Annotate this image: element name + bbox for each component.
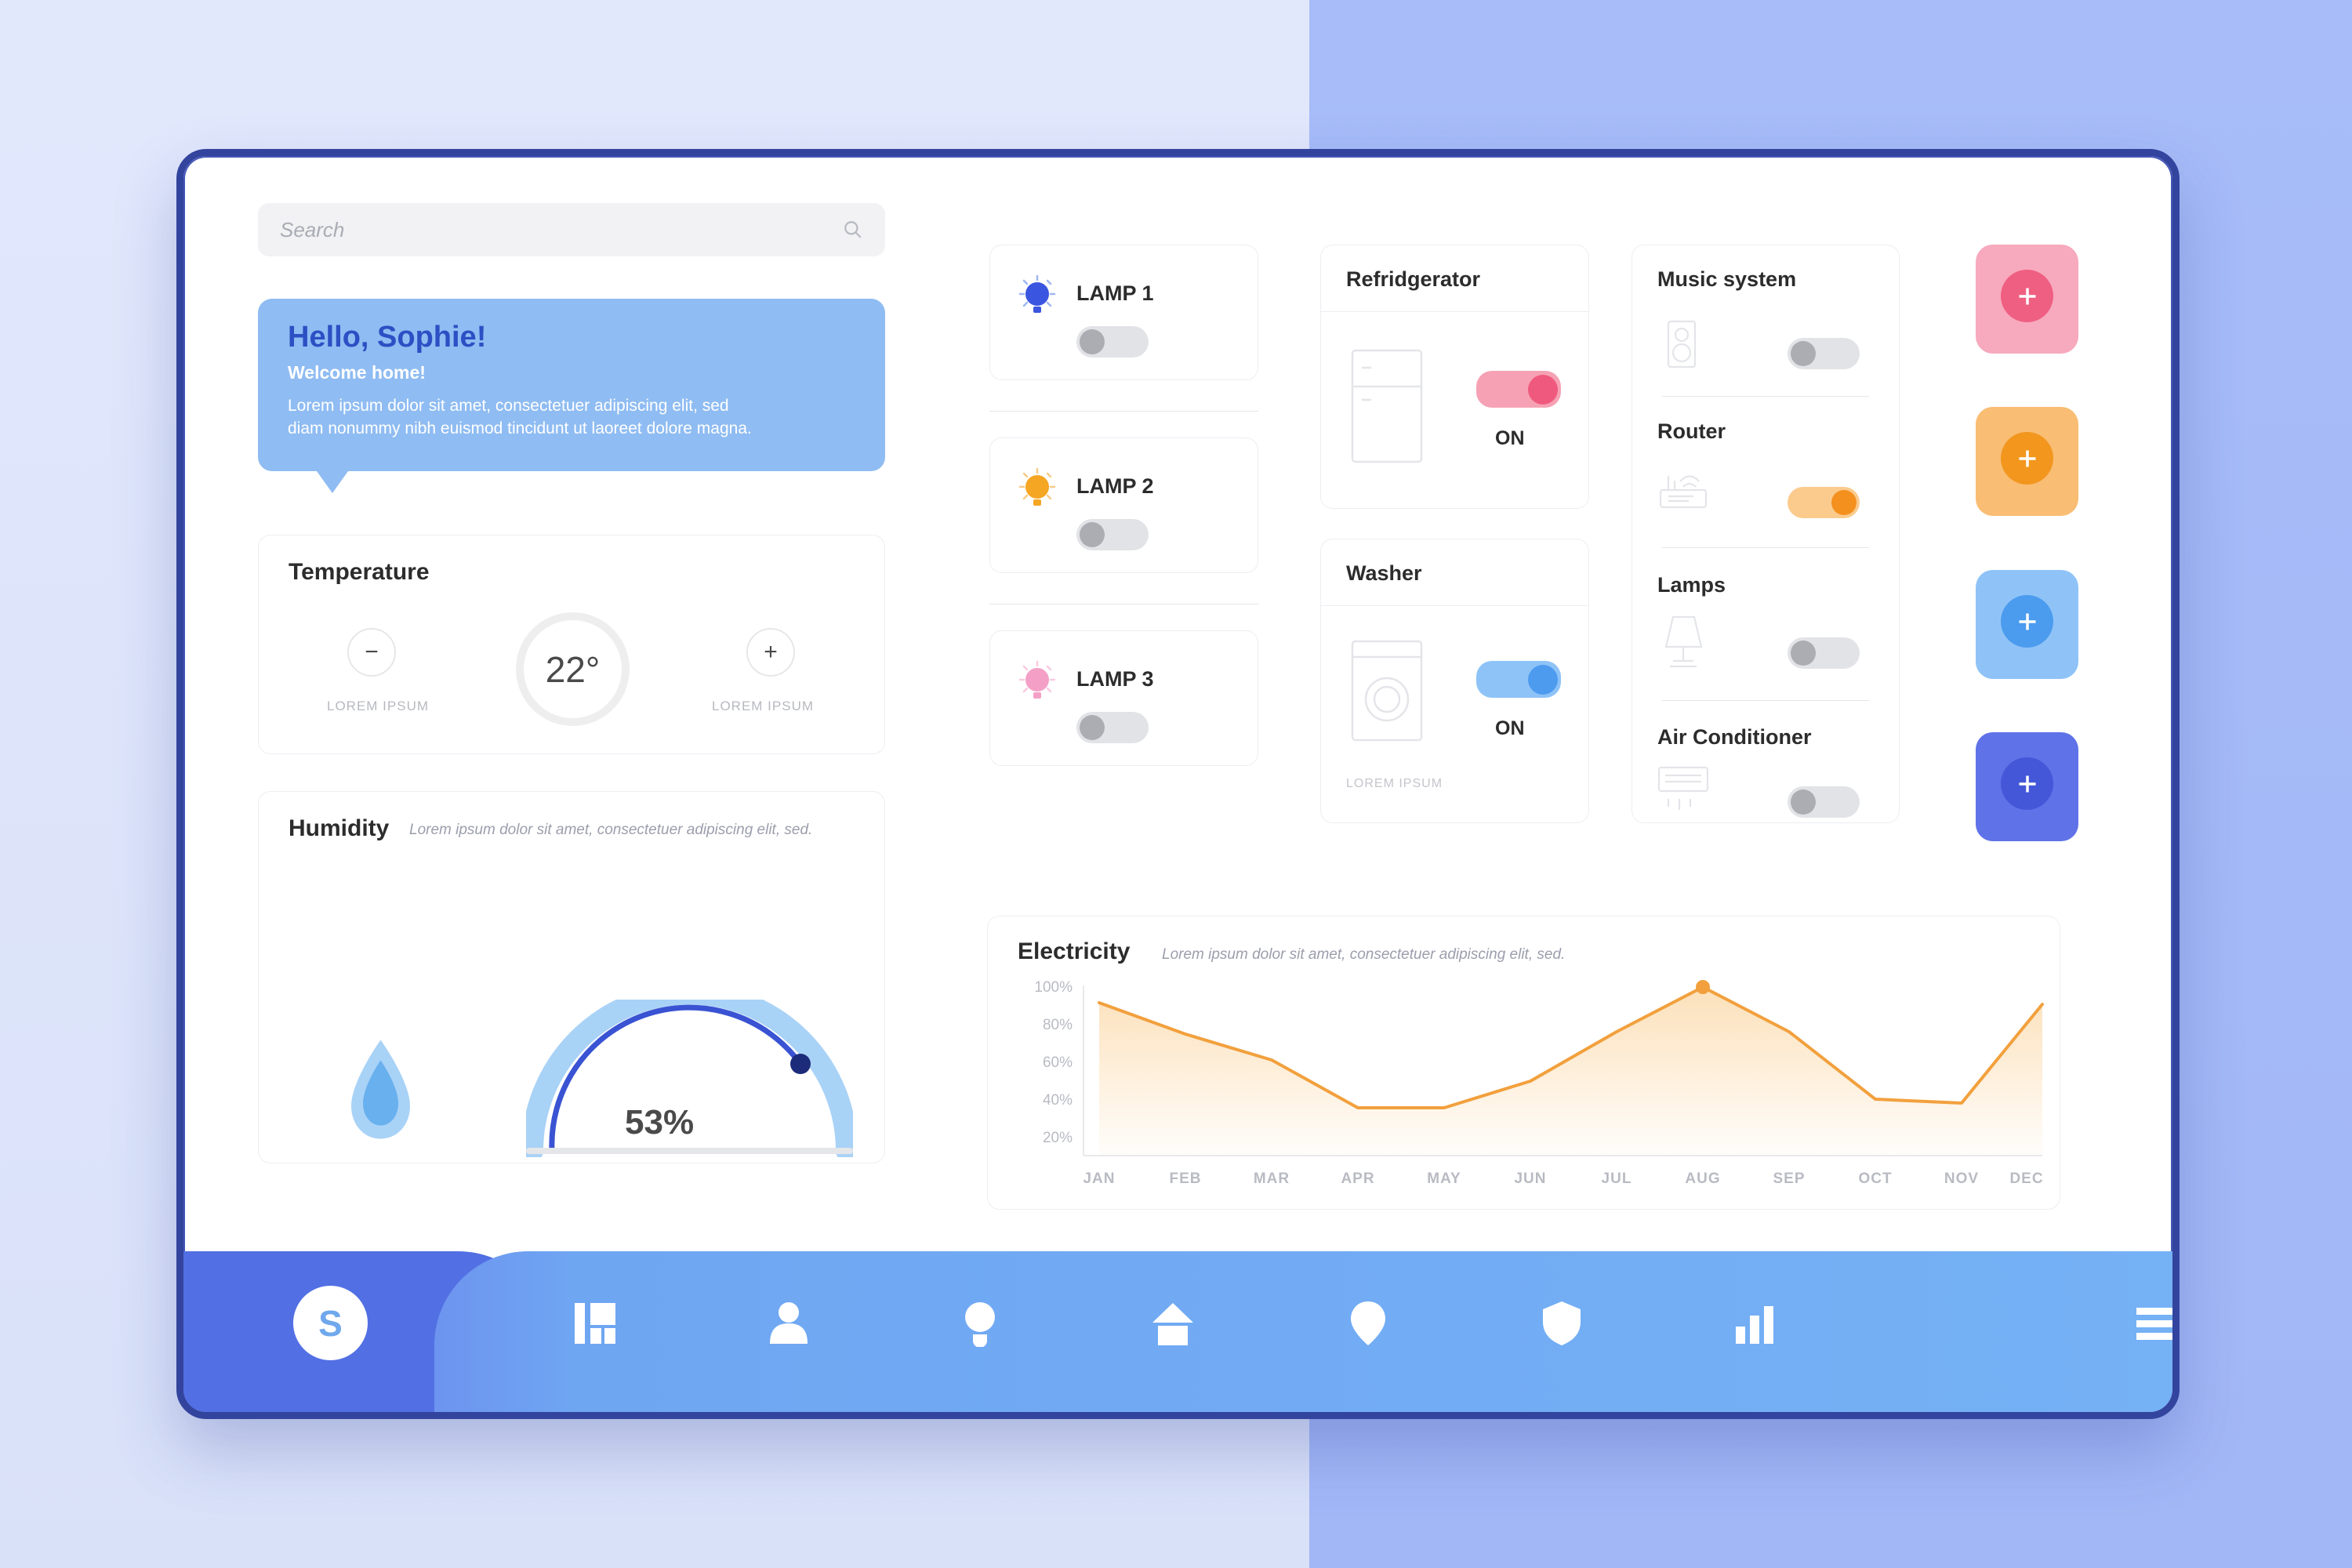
svg-text:AUG: AUG: [1685, 1171, 1720, 1187]
svg-text:NOV: NOV: [1944, 1171, 1979, 1187]
svg-text:20%: 20%: [1043, 1130, 1073, 1146]
svg-text:100%: 100%: [1034, 979, 1073, 996]
svg-text:JUL: JUL: [1602, 1171, 1632, 1187]
svg-text:MAY: MAY: [1427, 1171, 1461, 1187]
svg-text:JAN: JAN: [1083, 1171, 1115, 1187]
svg-text:OCT: OCT: [1858, 1171, 1892, 1187]
svg-text:80%: 80%: [1043, 1017, 1073, 1033]
svg-text:FEB: FEB: [1170, 1171, 1202, 1187]
svg-text:SEP: SEP: [1773, 1171, 1805, 1187]
svg-text:60%: 60%: [1043, 1054, 1073, 1071]
svg-text:MAR: MAR: [1254, 1171, 1290, 1187]
svg-text:DEC: DEC: [2009, 1171, 2043, 1187]
svg-text:40%: 40%: [1043, 1092, 1073, 1109]
svg-text:JUN: JUN: [1514, 1171, 1546, 1187]
svg-text:APR: APR: [1341, 1171, 1374, 1187]
